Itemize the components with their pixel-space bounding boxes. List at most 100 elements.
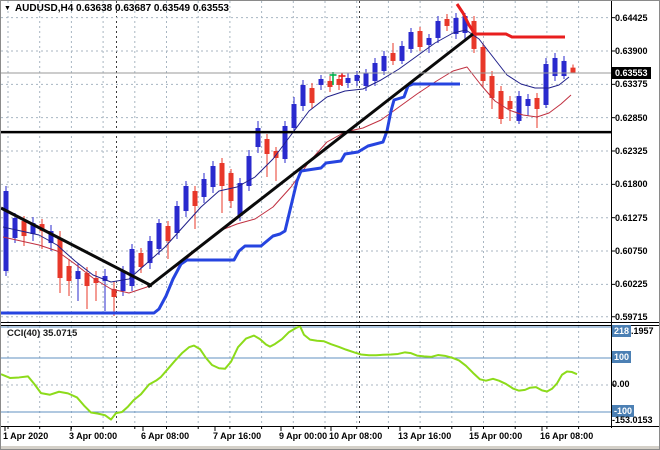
candle-bull	[129, 248, 135, 287]
window-bottom-edge	[1, 446, 659, 449]
price-axis-label: 0.62850	[615, 112, 648, 123]
candle-bull	[354, 75, 360, 81]
time-axis-label: 6 Apr 08:00	[141, 431, 190, 441]
candle-bear	[327, 80, 333, 88]
candle-bull	[201, 179, 207, 197]
candle-bull	[210, 165, 216, 188]
time-axis-label: 13 Apr 16:00	[398, 431, 452, 441]
candle-bull	[399, 45, 405, 61]
candle-bear	[138, 252, 144, 268]
candle-bull	[552, 57, 558, 77]
price-axis-label: 0.59715	[615, 311, 648, 322]
cci-axis-label: 218.1957	[612, 325, 654, 337]
ohlc-readout: AUDUSD,H4 0.63638 0.63687 0.63549 0.6355…	[14, 3, 229, 14]
candle-bull	[516, 96, 522, 121]
cci-axis-label: -100	[612, 405, 635, 417]
candle-bear	[57, 238, 63, 279]
time-axis-label: 9 Apr 00:00	[279, 431, 328, 441]
candle-bear	[111, 288, 117, 297]
candle-bull	[120, 271, 126, 292]
cci-axis-text: .1957	[631, 326, 654, 336]
trendline-up	[147, 32, 474, 289]
cci-axis-chip: 218	[612, 325, 632, 337]
candle-bull	[372, 63, 378, 81]
price-axis-label: 0.60750	[615, 246, 648, 257]
candle-bull	[408, 32, 414, 49]
candle-bull	[435, 20, 441, 38]
trendline-down	[1, 206, 153, 288]
candle-bear	[507, 100, 513, 109]
candle-bull	[543, 64, 549, 105]
candle-bull	[453, 17, 459, 34]
price-axis-label: 0.62325	[615, 146, 648, 156]
price-axis-label: 0.61275	[615, 212, 648, 223]
cci-axis-label: -153.0153	[612, 415, 653, 425]
cci-axis-chip: 100	[612, 351, 632, 363]
price-axis-label: 0.60225	[615, 279, 648, 290]
candle-bull	[237, 183, 243, 217]
candle-bull	[12, 218, 18, 239]
candle-bull	[30, 223, 36, 235]
candle-bear	[444, 18, 450, 26]
time-axis-label: 15 Apr 00:00	[469, 431, 523, 441]
cci-axis-label: 0.00	[612, 379, 630, 389]
candle-bear	[489, 76, 495, 98]
cci-axis-text: -153.0153	[612, 415, 653, 425]
candle-bull	[75, 271, 81, 280]
candle-bear	[21, 220, 27, 237]
time-axis-label: 7 Apr 16:00	[213, 431, 262, 441]
candle-bear	[219, 163, 225, 187]
symbol-dropdown-icon[interactable]: ▼	[4, 5, 11, 12]
price-axis-label: 0.64425	[615, 12, 648, 23]
candle-bear	[66, 266, 72, 281]
time-axis-label: 3 Apr 00:00	[69, 431, 118, 441]
price-axis-label: 0.63900	[615, 46, 648, 56]
candle-bull	[426, 37, 432, 45]
time-axis-label: 10 Apr 08:00	[329, 431, 383, 441]
current-price-label: 0.63553	[612, 67, 651, 80]
candle-bull	[3, 191, 9, 272]
candle-bull	[381, 56, 387, 72]
candle-bear	[390, 52, 396, 61]
cci-axis-text: 0.00	[612, 379, 630, 389]
candle-bull	[363, 72, 369, 86]
candle-bear	[165, 226, 171, 241]
candle-bear	[570, 67, 576, 74]
indicator-label: CCI(40) 35.0715	[7, 328, 78, 339]
candle-bull	[345, 77, 351, 84]
time-axis-label: 16 Apr 08:00	[540, 431, 594, 441]
candle-bull	[174, 206, 180, 233]
candle-bull	[102, 276, 108, 281]
candle-bear	[309, 88, 315, 104]
price-axis-label: 0.61800	[615, 179, 648, 190]
candle-bull	[183, 186, 189, 212]
cci-line	[1, 325, 578, 421]
candle-bull	[48, 231, 54, 244]
candle-bull	[156, 223, 162, 249]
candle-bull	[462, 16, 468, 33]
candle-bear	[336, 79, 342, 85]
stop-line-red	[455, 3, 565, 39]
candle-bear	[480, 46, 486, 81]
candle-bear	[84, 272, 90, 287]
ma-fast-line	[2, 29, 570, 283]
stop-line-blue	[1, 82, 460, 315]
candle-bear	[228, 172, 234, 201]
cci-axis-label: 100	[612, 351, 632, 363]
cci-axis-chip: -100	[612, 405, 635, 417]
candle-bull	[291, 104, 297, 129]
time-axis-label: 1 Apr 2020	[3, 431, 49, 441]
candle-bull	[561, 60, 567, 77]
candle-bull	[255, 128, 261, 148]
chart-title: ▼ AUDUSD,H4 0.63638 0.63687 0.63549 0.635…	[4, 3, 229, 14]
candle-bear	[534, 97, 540, 109]
candle-bear	[417, 30, 423, 47]
candle-bear	[192, 191, 198, 207]
price-axis-label: 0.63375	[615, 79, 648, 90]
candle-bear	[93, 278, 99, 284]
candle-bear	[264, 139, 270, 154]
candle-bull	[318, 79, 324, 85]
candle-bull	[147, 240, 153, 264]
